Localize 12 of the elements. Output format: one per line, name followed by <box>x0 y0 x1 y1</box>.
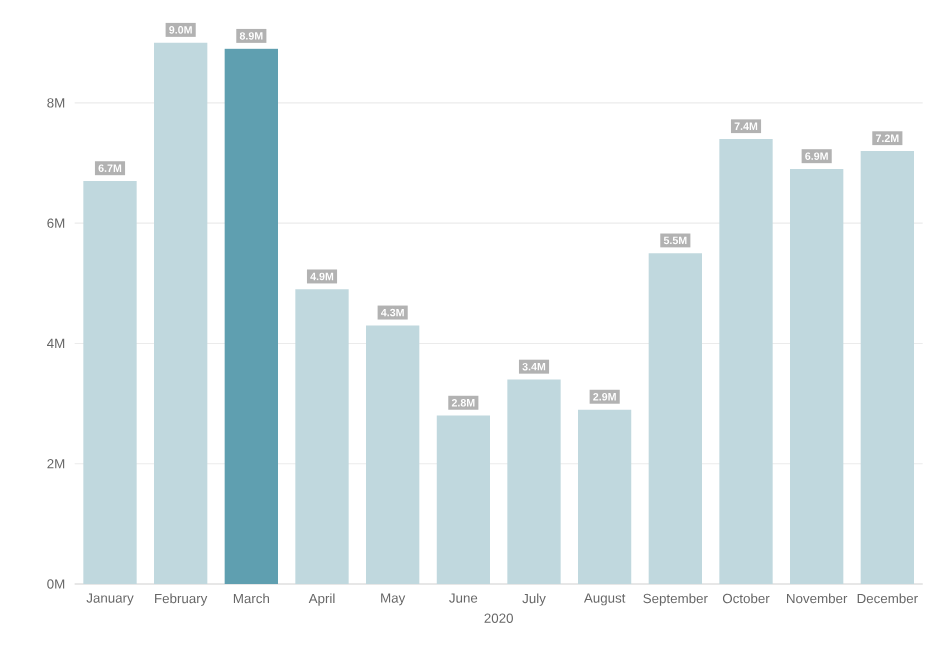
bar <box>648 253 703 584</box>
bar <box>578 409 632 584</box>
bar <box>224 48 278 584</box>
bar <box>790 169 844 584</box>
bar <box>719 138 773 584</box>
bar <box>507 379 561 584</box>
bar <box>154 42 208 584</box>
bar <box>83 181 137 584</box>
bar <box>366 325 420 584</box>
bar <box>860 150 915 584</box>
bar <box>436 415 491 584</box>
bar <box>295 289 349 584</box>
